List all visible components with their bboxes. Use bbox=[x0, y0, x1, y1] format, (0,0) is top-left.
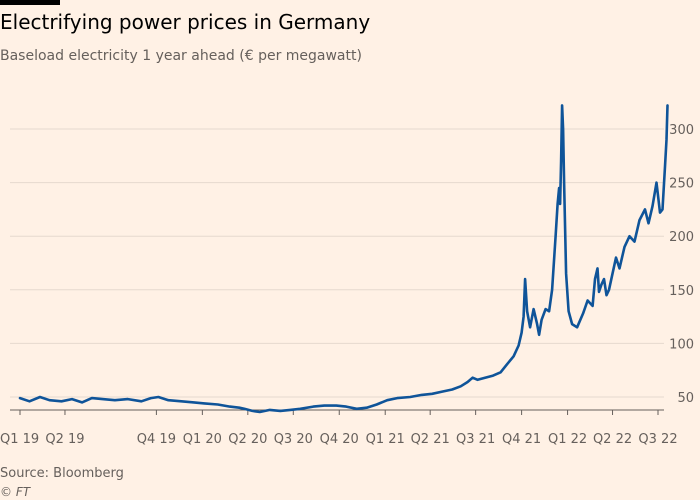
x-tick-label-10: Q4 21 bbox=[502, 432, 541, 447]
x-axis: Q1 19 Q2 19 Q4 19 Q1 20 Q2 20 Q3 20 Q4 20 Q1 21… bbox=[0, 409, 678, 447]
y-axis: 50 100 150 200 250 300 bbox=[669, 123, 694, 406]
x-tick-label-6: Q4 20 bbox=[320, 432, 359, 447]
x-tick-label-3: Q1 20 bbox=[183, 432, 222, 447]
chart-subtitle: Baseload electricity 1 year ahead (€ per… bbox=[0, 48, 362, 64]
x-tick-label-9: Q3 21 bbox=[456, 432, 495, 447]
copyright-note: © FT bbox=[0, 485, 31, 499]
x-tick-label-8: Q2 21 bbox=[411, 432, 450, 447]
x-tick-label-0: Q1 19 bbox=[0, 432, 39, 447]
x-tick-label-11: Q1 22 bbox=[548, 432, 587, 447]
x-tick-label-7: Q1 21 bbox=[366, 432, 405, 447]
y-tick-label-250: 250 bbox=[669, 177, 694, 192]
y-tick-label-50: 50 bbox=[677, 391, 694, 406]
y-tick-label-150: 150 bbox=[669, 284, 694, 299]
series-line-0 bbox=[18, 104, 669, 414]
chart-title: Electrifying power prices in Germany bbox=[0, 10, 371, 34]
x-tick-label-1: Q2 19 bbox=[45, 432, 84, 447]
x-tick-label-5: Q3 20 bbox=[274, 432, 313, 447]
y-tick-label-100: 100 bbox=[669, 337, 694, 352]
y-tick-label-300: 300 bbox=[669, 123, 694, 138]
source-note: Source: Bloomberg bbox=[0, 466, 124, 481]
x-tick-label-12: Q2 22 bbox=[593, 432, 632, 447]
x-tick-label-4: Q2 20 bbox=[228, 432, 267, 447]
y-tick-label-200: 200 bbox=[669, 230, 694, 245]
series-layer bbox=[18, 104, 669, 414]
ft-top-bar bbox=[0, 0, 60, 5]
x-tick-label-2: Q4 19 bbox=[137, 432, 176, 447]
x-tick-label-13: Q3 22 bbox=[638, 432, 677, 447]
